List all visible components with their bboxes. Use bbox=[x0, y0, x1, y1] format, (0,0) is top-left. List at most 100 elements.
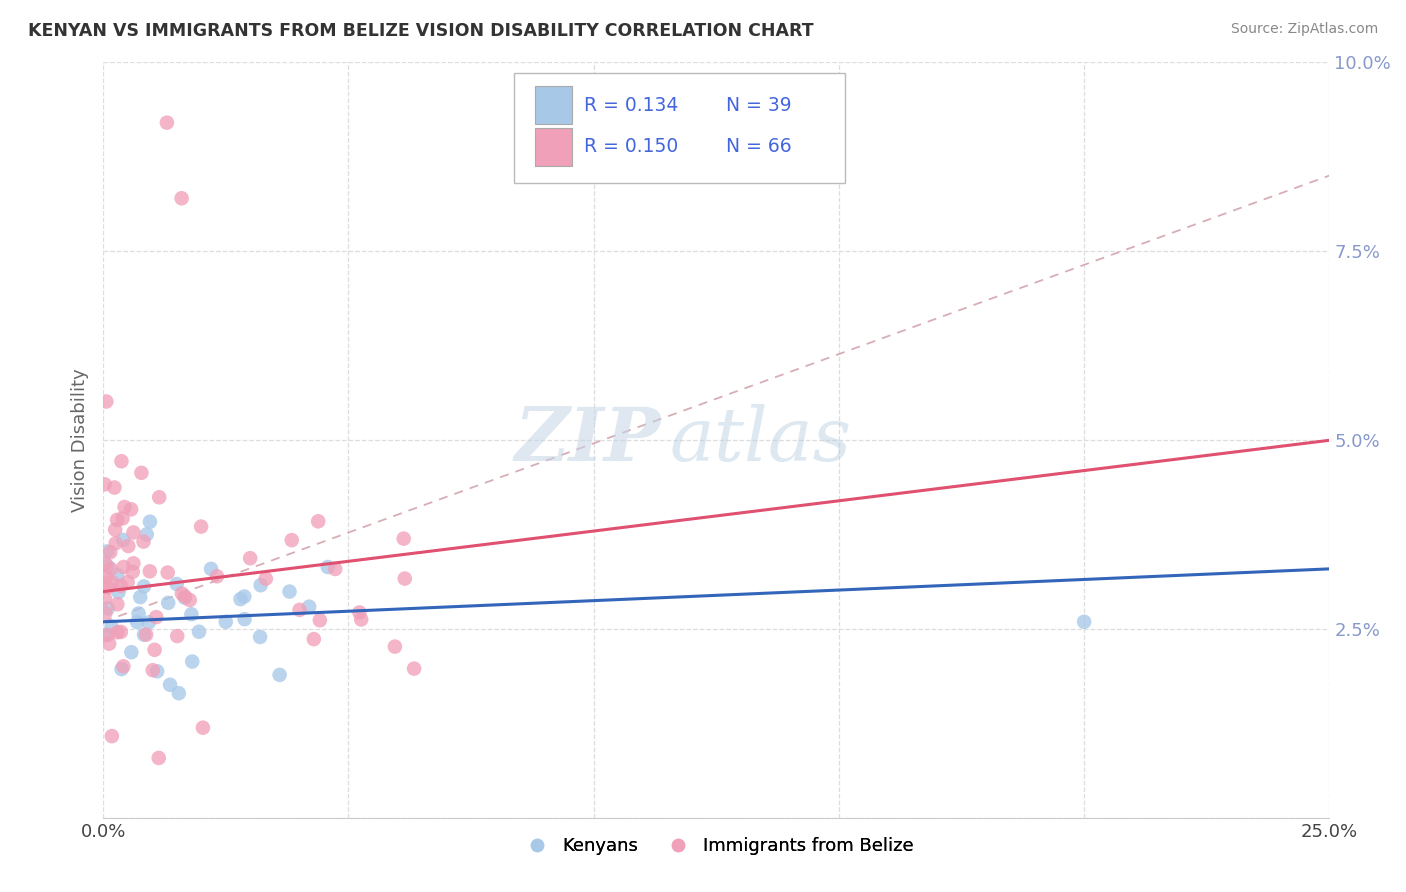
Point bbox=[94, 557, 117, 571]
Point bbox=[135, 627, 157, 641]
Point bbox=[103, 481, 125, 495]
Point bbox=[148, 751, 170, 765]
Point bbox=[188, 624, 211, 639]
Point bbox=[156, 566, 179, 580]
Point bbox=[117, 575, 139, 590]
Point bbox=[233, 590, 256, 604]
Point bbox=[166, 577, 188, 591]
Point bbox=[233, 612, 256, 626]
Point bbox=[110, 662, 132, 676]
Point bbox=[132, 579, 155, 593]
Point bbox=[278, 584, 301, 599]
Point bbox=[112, 560, 135, 574]
Point bbox=[323, 562, 346, 576]
Point bbox=[114, 500, 136, 514]
Point bbox=[96, 544, 118, 558]
Point bbox=[394, 572, 416, 586]
Point bbox=[173, 591, 195, 605]
Point bbox=[128, 607, 150, 621]
Point bbox=[159, 678, 181, 692]
Point bbox=[281, 533, 304, 548]
Point bbox=[93, 477, 115, 491]
Text: atlas: atlas bbox=[669, 404, 852, 476]
Point bbox=[139, 565, 162, 579]
Point bbox=[180, 607, 202, 622]
Point bbox=[1073, 615, 1095, 629]
Point bbox=[229, 592, 252, 607]
Point bbox=[110, 454, 132, 468]
Point bbox=[127, 615, 149, 629]
Legend: Kenyans, Immigrants from Belize: Kenyans, Immigrants from Belize bbox=[512, 830, 921, 863]
Point bbox=[156, 115, 179, 129]
Point bbox=[121, 565, 143, 579]
Point bbox=[307, 514, 329, 528]
Point bbox=[111, 511, 134, 525]
Point bbox=[288, 603, 311, 617]
Point bbox=[98, 545, 121, 559]
Point bbox=[120, 645, 142, 659]
Point bbox=[129, 590, 152, 604]
Text: ZIP: ZIP bbox=[515, 404, 661, 476]
Text: N = 66: N = 66 bbox=[725, 137, 792, 156]
Point bbox=[349, 606, 371, 620]
Point bbox=[138, 615, 160, 630]
Point bbox=[146, 665, 169, 679]
Point bbox=[170, 586, 193, 600]
Point bbox=[148, 490, 170, 504]
Point bbox=[139, 515, 162, 529]
Point bbox=[384, 640, 406, 654]
Point bbox=[131, 466, 153, 480]
Text: KENYAN VS IMMIGRANTS FROM BELIZE VISION DISABILITY CORRELATION CHART: KENYAN VS IMMIGRANTS FROM BELIZE VISION … bbox=[28, 22, 814, 40]
Point bbox=[93, 628, 115, 642]
Point bbox=[100, 619, 122, 633]
Point bbox=[105, 597, 128, 611]
Point bbox=[392, 532, 415, 546]
Point bbox=[132, 534, 155, 549]
Point bbox=[135, 527, 157, 541]
Point bbox=[179, 593, 201, 607]
Point bbox=[249, 630, 271, 644]
Point bbox=[200, 562, 222, 576]
Point bbox=[96, 394, 118, 409]
Point bbox=[122, 557, 145, 571]
Point bbox=[269, 668, 291, 682]
Point bbox=[170, 191, 193, 205]
Point bbox=[104, 536, 127, 550]
Text: R = 0.134: R = 0.134 bbox=[583, 95, 678, 115]
Point bbox=[101, 729, 124, 743]
Text: Source: ZipAtlas.com: Source: ZipAtlas.com bbox=[1230, 22, 1378, 37]
Point bbox=[112, 533, 135, 547]
Y-axis label: Vision Disability: Vision Disability bbox=[72, 368, 89, 512]
Point bbox=[145, 610, 167, 624]
Point bbox=[404, 662, 426, 676]
Text: N = 39: N = 39 bbox=[725, 95, 792, 115]
Point bbox=[112, 659, 135, 673]
Point bbox=[239, 551, 262, 566]
Point bbox=[191, 721, 214, 735]
Point bbox=[181, 655, 204, 669]
Point bbox=[215, 615, 238, 629]
Point bbox=[97, 601, 120, 615]
Point bbox=[122, 525, 145, 540]
Point bbox=[96, 570, 118, 584]
Point bbox=[205, 569, 228, 583]
Point bbox=[97, 628, 120, 642]
Point bbox=[100, 562, 122, 576]
Point bbox=[97, 581, 120, 595]
Point bbox=[105, 513, 128, 527]
Point bbox=[190, 519, 212, 533]
Point bbox=[94, 591, 117, 606]
Point bbox=[350, 612, 373, 626]
Point bbox=[174, 590, 197, 604]
Point bbox=[254, 572, 277, 586]
Point bbox=[117, 539, 139, 553]
Point bbox=[101, 575, 124, 590]
Point bbox=[309, 613, 332, 627]
FancyBboxPatch shape bbox=[515, 73, 845, 183]
Point bbox=[96, 559, 118, 574]
Point bbox=[110, 624, 132, 639]
Point bbox=[316, 560, 339, 574]
Point bbox=[107, 585, 129, 599]
Point bbox=[105, 568, 128, 582]
Point bbox=[167, 686, 190, 700]
